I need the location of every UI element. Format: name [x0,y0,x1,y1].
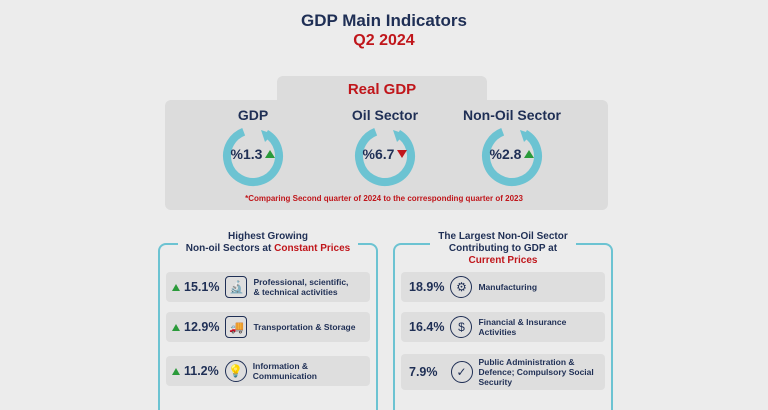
sector-label: Manufacturing [478,282,538,292]
list-item: 15.1% 🔬 Professional, scientific, & techn… [166,272,370,302]
sector-value: 11.2% [184,364,219,378]
gdp-label: GDP [237,107,269,123]
title-line: The Largest Non-Oil Sector [438,231,568,242]
sector-label: Public Administration & Defence; Compulso… [479,357,594,387]
gdp-value-text: %1.3 [230,146,263,162]
sector-label: Transportation & Storage [253,322,356,332]
gdp-gauge-icon [223,126,283,187]
list-item: 11.2% 💡 Information & Communication [166,356,370,386]
shield-icon: ✓ [450,361,473,383]
sector-label: Information & Communication [253,361,317,381]
title-line: Non-oil Sectors at [185,243,275,254]
label-line: Professional, scientific, [253,277,349,287]
trend-up-icon [172,323,180,331]
sector-value: 18.9% [409,280,445,294]
non-oil-sector-label: Non-Oil Sector [462,107,561,123]
page-title: GDP Main Indicators [301,11,467,30]
sector-label: Professional, scientific, & technical act… [253,277,348,297]
non-oil-sector-value: %2.8 [462,146,562,162]
sector-value: 16.4% [409,320,445,334]
list-item: 18.9% ⚙ Manufacturing [401,272,605,302]
page-subtitle: Q2 2024 [353,32,415,49]
lightbulb-icon: 💡 [224,360,247,382]
trend-up-icon [265,150,276,158]
list-item: 12.9% 🚚 Transportation & Storage [166,312,370,342]
oil-value-text: %6.7 [362,146,395,162]
trend-up-icon [172,283,180,291]
label-line: Security [478,377,513,387]
trend-down-icon [397,150,408,158]
label-line: Communication [252,371,317,381]
money-hand-icon: $ [450,316,473,338]
gdp-value: %1.3 [203,146,303,162]
largest-contributing-title: The Largest Non-Oil Sector Contributing … [393,231,613,267]
label-line: Public Administration & [478,357,575,367]
title-line: Highest Growing [228,231,308,242]
title-highlight: Constant Prices [274,243,351,254]
label-line: Financial & Insurance [478,317,567,327]
oil-sector-value: %6.7 [335,146,435,162]
title-line: Contributing to GDP at [448,243,558,254]
sector-value: 12.9% [184,320,220,334]
sector-value: 7.9% [409,365,438,379]
trend-up-icon [172,367,180,375]
list-item: 7.9% ✓ Public Administration & Defence; C… [401,354,605,390]
list-item: 16.4% $ Financial & Insurance Activities [401,312,605,342]
oil-gauge-icon [355,126,415,187]
sector-value: 15.1% [184,280,220,294]
microscope-icon: 🔬 [225,276,248,298]
label-line: Activities [478,327,517,337]
gear-icon: ⚙ [450,276,473,298]
sector-label: Financial & Insurance Activities [478,317,566,337]
oil-sector-label: Oil Sector [351,107,419,123]
non-oil-gauge-icon [482,126,542,187]
truck-icon: 🚚 [225,316,248,338]
comparison-note: *Comparing Second quarter of 2024 to the… [245,194,523,203]
label-line: Information & [252,361,309,371]
trend-up-icon [524,150,535,158]
title-highlight: Current Prices [468,255,538,266]
label-line: & technical activities [253,287,338,297]
non-oil-value-text: %2.8 [489,146,522,162]
highest-growing-title: Highest Growing Non-oil Sectors at Const… [158,231,378,255]
label-line: Defence; Compulsory Social [478,367,594,377]
